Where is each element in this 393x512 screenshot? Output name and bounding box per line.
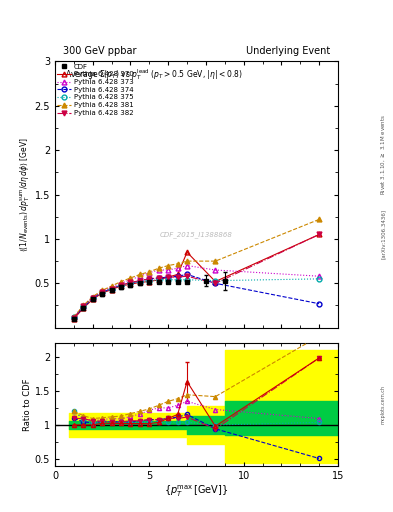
Text: [arXiv:1306.3436]: [arXiv:1306.3436] [381, 209, 386, 260]
Text: 300 GeV ppbar: 300 GeV ppbar [63, 46, 136, 56]
Text: CDF_2015_I1388868: CDF_2015_I1388868 [160, 231, 233, 238]
Y-axis label: $\langle(1/N_{\rm events})\, dp_T^{\rm sum}/d\eta\, d\phi\rangle$ [GeV]: $\langle(1/N_{\rm events})\, dp_T^{\rm s… [18, 137, 32, 252]
Y-axis label: Ratio to CDF: Ratio to CDF [23, 378, 32, 431]
Text: Rivet 3.1.10, $\geq$ 3.1M events: Rivet 3.1.10, $\geq$ 3.1M events [379, 114, 387, 195]
Text: Underlying Event: Underlying Event [246, 46, 330, 56]
Legend: CDF, Pythia 6.428 370, Pythia 6.428 373, Pythia 6.428 374, Pythia 6.428 375, Pyt: CDF, Pythia 6.428 370, Pythia 6.428 373,… [57, 63, 134, 116]
X-axis label: $\{p_T^{\rm max}\,[{\rm GeV}]\}$: $\{p_T^{\rm max}\,[{\rm GeV}]\}$ [164, 483, 229, 499]
Text: mcplots.cern.ch: mcplots.cern.ch [381, 385, 386, 424]
Text: Average $\Sigma(p_T)$ vs $p_T^{\rm lead}$ ($p_T > 0.5$ GeV, $|\eta| < 0.8$): Average $\Sigma(p_T)$ vs $p_T^{\rm lead}… [65, 67, 243, 82]
